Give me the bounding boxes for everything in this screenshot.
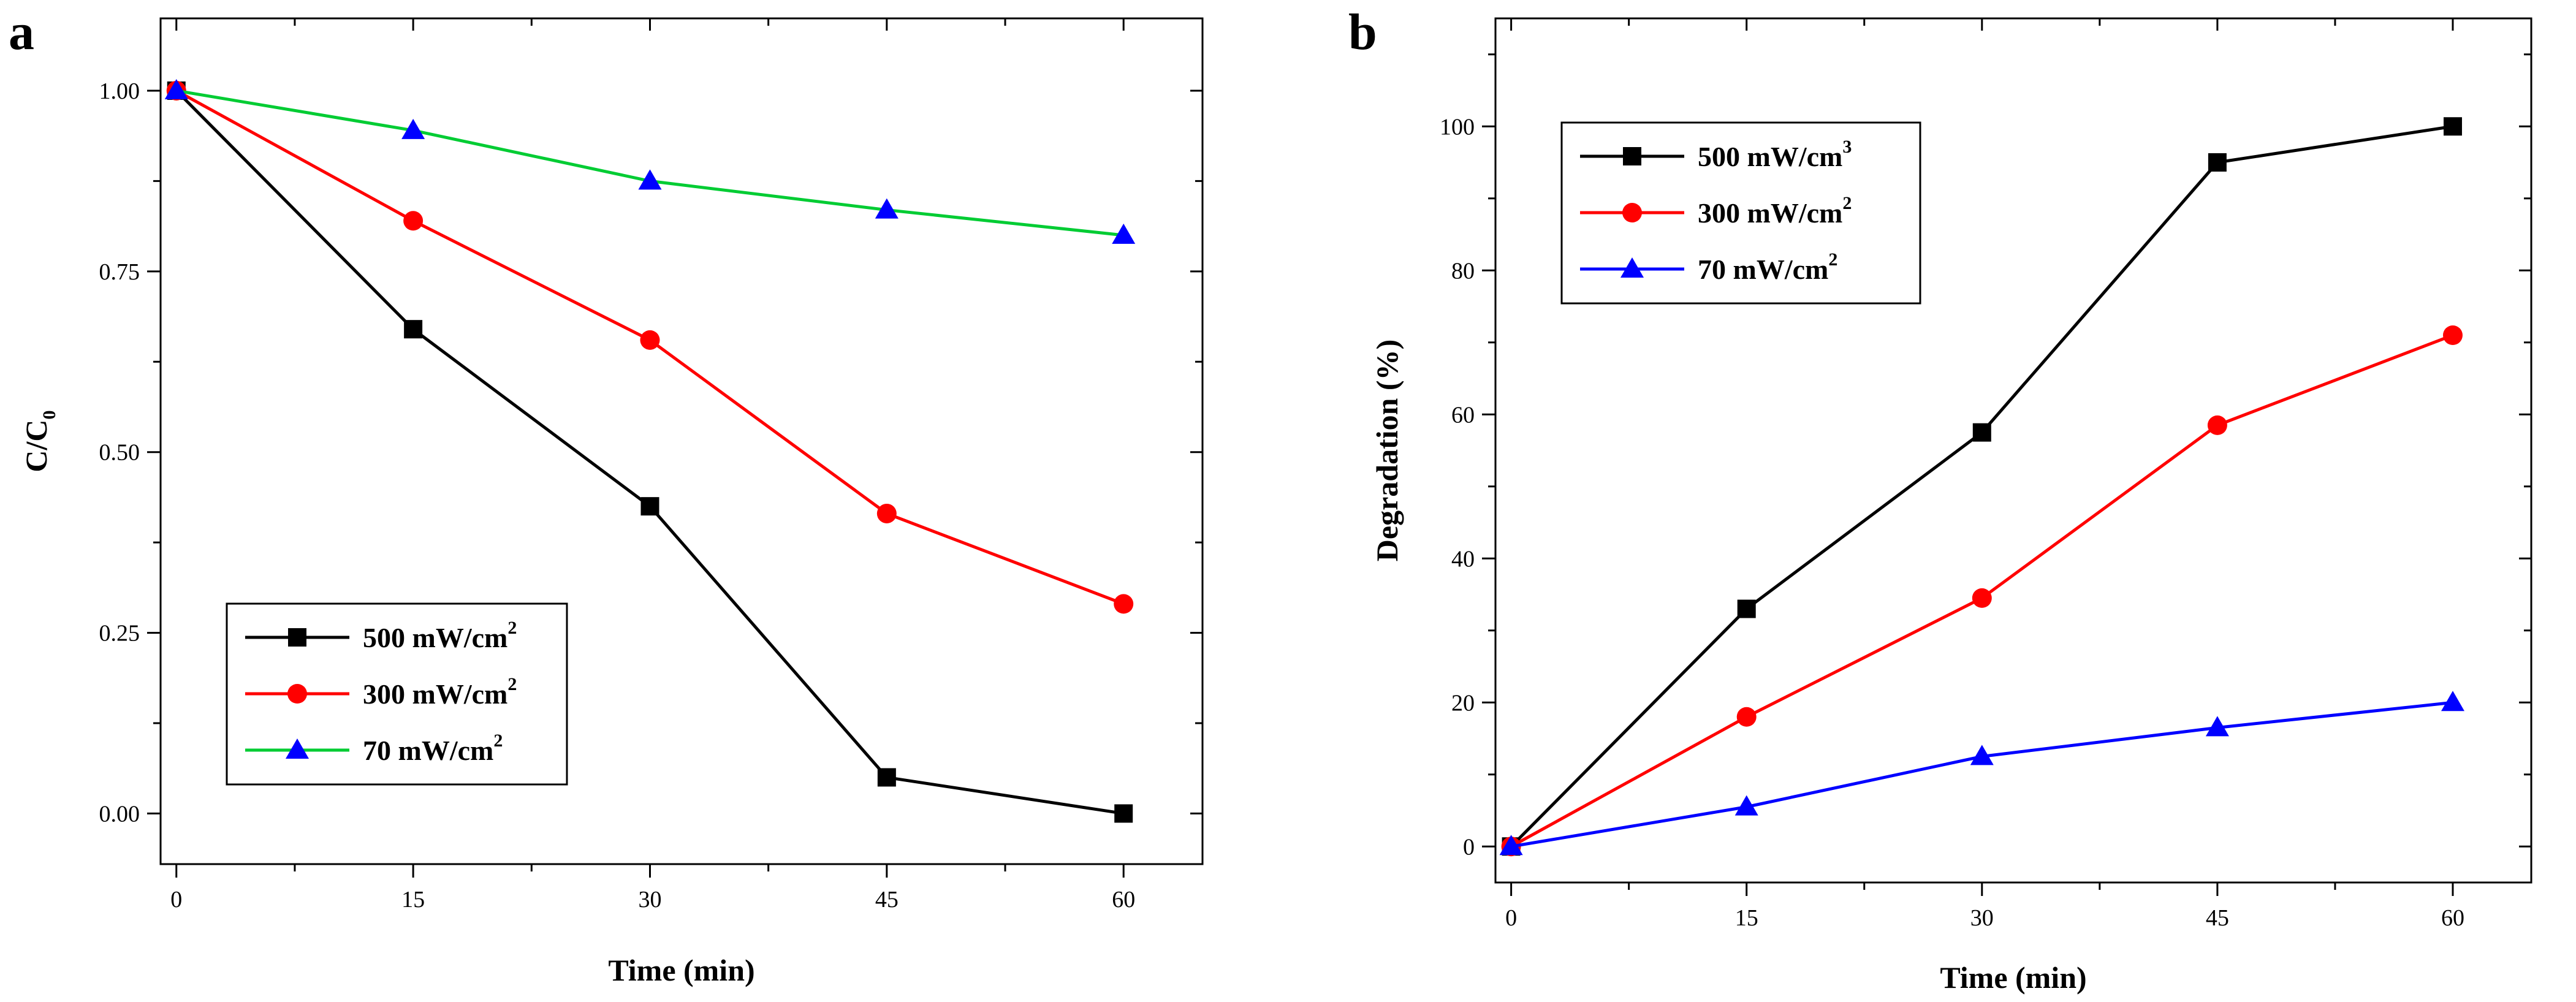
legend-label-main: 500 mW/cm	[363, 622, 507, 653]
x-tick-label: 60	[2441, 905, 2464, 931]
legend-marker-1	[1622, 203, 1642, 222]
y-tick-label: 0	[1463, 834, 1475, 860]
y-axis-title: Degradation (%)	[1370, 340, 1404, 561]
x-tick-label: 45	[2206, 905, 2229, 931]
x-tick-label: 15	[1735, 905, 1758, 931]
data-point-s0-4	[2443, 117, 2462, 136]
data-point-s2-4	[1112, 223, 1136, 244]
data-point-s1-4	[2442, 325, 2463, 345]
y-axis-title: C/C0	[19, 410, 59, 472]
data-point-s2-0	[1499, 835, 1523, 856]
plot-frame	[159, 17, 1204, 865]
y-axis-title-main: C/C	[19, 419, 53, 472]
data-point-s2-0	[164, 78, 188, 99]
x-tick-label: 60	[1112, 887, 1135, 913]
y-tick-label: 60	[1451, 402, 1475, 428]
y-tick-label: 20	[1451, 690, 1475, 716]
legend-label-2: 70 mW/cm2	[363, 731, 503, 766]
panel-b-chart: b 0 15 30 45 60 0 20 40 60 80 100 Time (min) Degradat…	[1348, 4, 2532, 995]
y-tick-label: 0.75	[99, 259, 140, 285]
data-point-s0-1	[1737, 599, 1756, 618]
y-tick-label: 40	[1451, 546, 1475, 572]
legend-marker-2	[286, 738, 309, 759]
data-point-s1-1	[1736, 707, 1757, 727]
legend-label-main: 500 mW/cm	[1698, 141, 1842, 172]
y-tick-label: 80	[1451, 258, 1475, 284]
y-tick-label: 1.00	[99, 78, 140, 104]
legend-label-superscript: 2	[507, 618, 517, 638]
x-tick-label: 15	[401, 887, 425, 913]
data-point-s0-3	[2208, 153, 2227, 172]
data-point-s2-3	[875, 198, 899, 219]
data-point-s1-4	[1114, 594, 1134, 614]
legend-label-superscript: 2	[1828, 249, 1837, 270]
legend-label-superscript: 2	[507, 674, 517, 694]
legend-label-1: 300 mW/cm2	[1698, 193, 1852, 229]
x-tick-label: 45	[875, 887, 899, 913]
legend-label-superscript: 2	[1842, 193, 1852, 213]
x-axis-title: Time (min)	[1940, 960, 2086, 995]
data-point-s2-1	[401, 118, 425, 139]
legend-label-superscript: 3	[1842, 137, 1852, 157]
data-point-s0-1	[404, 320, 423, 339]
x-axis-title: Time (min)	[608, 953, 754, 987]
data-point-s1-2	[640, 330, 660, 350]
data-point-s0-3	[877, 768, 896, 787]
legend-label-0: 500 mW/cm2	[363, 618, 517, 653]
data-point-s0-4	[1114, 804, 1133, 823]
y-tick-label: 0.00	[99, 801, 140, 827]
y-tick-label: 0.50	[99, 440, 140, 466]
data-point-s1-3	[2207, 415, 2227, 435]
legend-marker-2	[1620, 257, 1644, 278]
x-tick-label: 0	[1505, 905, 1517, 931]
series-line-2	[176, 89, 1124, 237]
x-tick-label: 0	[170, 887, 182, 913]
y-axis-title-subscript: 0	[39, 410, 59, 419]
data-point-s1-3	[876, 503, 897, 523]
series-line-2	[1511, 700, 2453, 848]
panel-label: a	[9, 4, 34, 61]
panel-label: b	[1348, 4, 1377, 61]
x-tick-label: 30	[638, 887, 661, 913]
data-point-s2-2	[638, 169, 662, 190]
data-point-s2-3	[2205, 716, 2229, 737]
legend-label-2: 70 mW/cm2	[1698, 249, 1837, 285]
legend-marker-1	[287, 684, 307, 704]
data-point-s0-2	[1972, 423, 1991, 442]
legend-label-0: 500 mW/cm3	[1698, 137, 1852, 172]
plot-frame	[1494, 17, 2532, 884]
legend-label-main: 300 mW/cm	[363, 678, 507, 710]
data-point-s2-4	[2441, 691, 2464, 712]
legend-label-1: 300 mW/cm2	[363, 674, 517, 710]
data-point-s1-2	[1972, 588, 1992, 608]
y-tick-label: 0.25	[99, 621, 140, 647]
x-tick-label: 30	[1970, 905, 1994, 931]
y-tick-label: 100	[1440, 114, 1475, 140]
legend-marker-0	[288, 628, 306, 647]
data-point-s2-1	[1734, 795, 1758, 816]
y-axis-title-main: Degradation (%)	[1370, 340, 1404, 561]
legend-label-superscript: 2	[493, 731, 503, 751]
panel-a-chart: a 0 15 30 45 60 0.00 0.25 0.50 0.75 1.00 Time (min)…	[9, 4, 1204, 987]
data-point-s1-1	[403, 211, 424, 231]
legend-marker-0	[1623, 147, 1641, 165]
legend-label-main: 300 mW/cm	[1698, 197, 1842, 229]
legend-label-main: 70 mW/cm	[363, 735, 493, 766]
data-point-s0-2	[640, 497, 659, 516]
data-point-s2-2	[1970, 745, 1994, 765]
legend-label-main: 70 mW/cm	[1698, 254, 1828, 285]
